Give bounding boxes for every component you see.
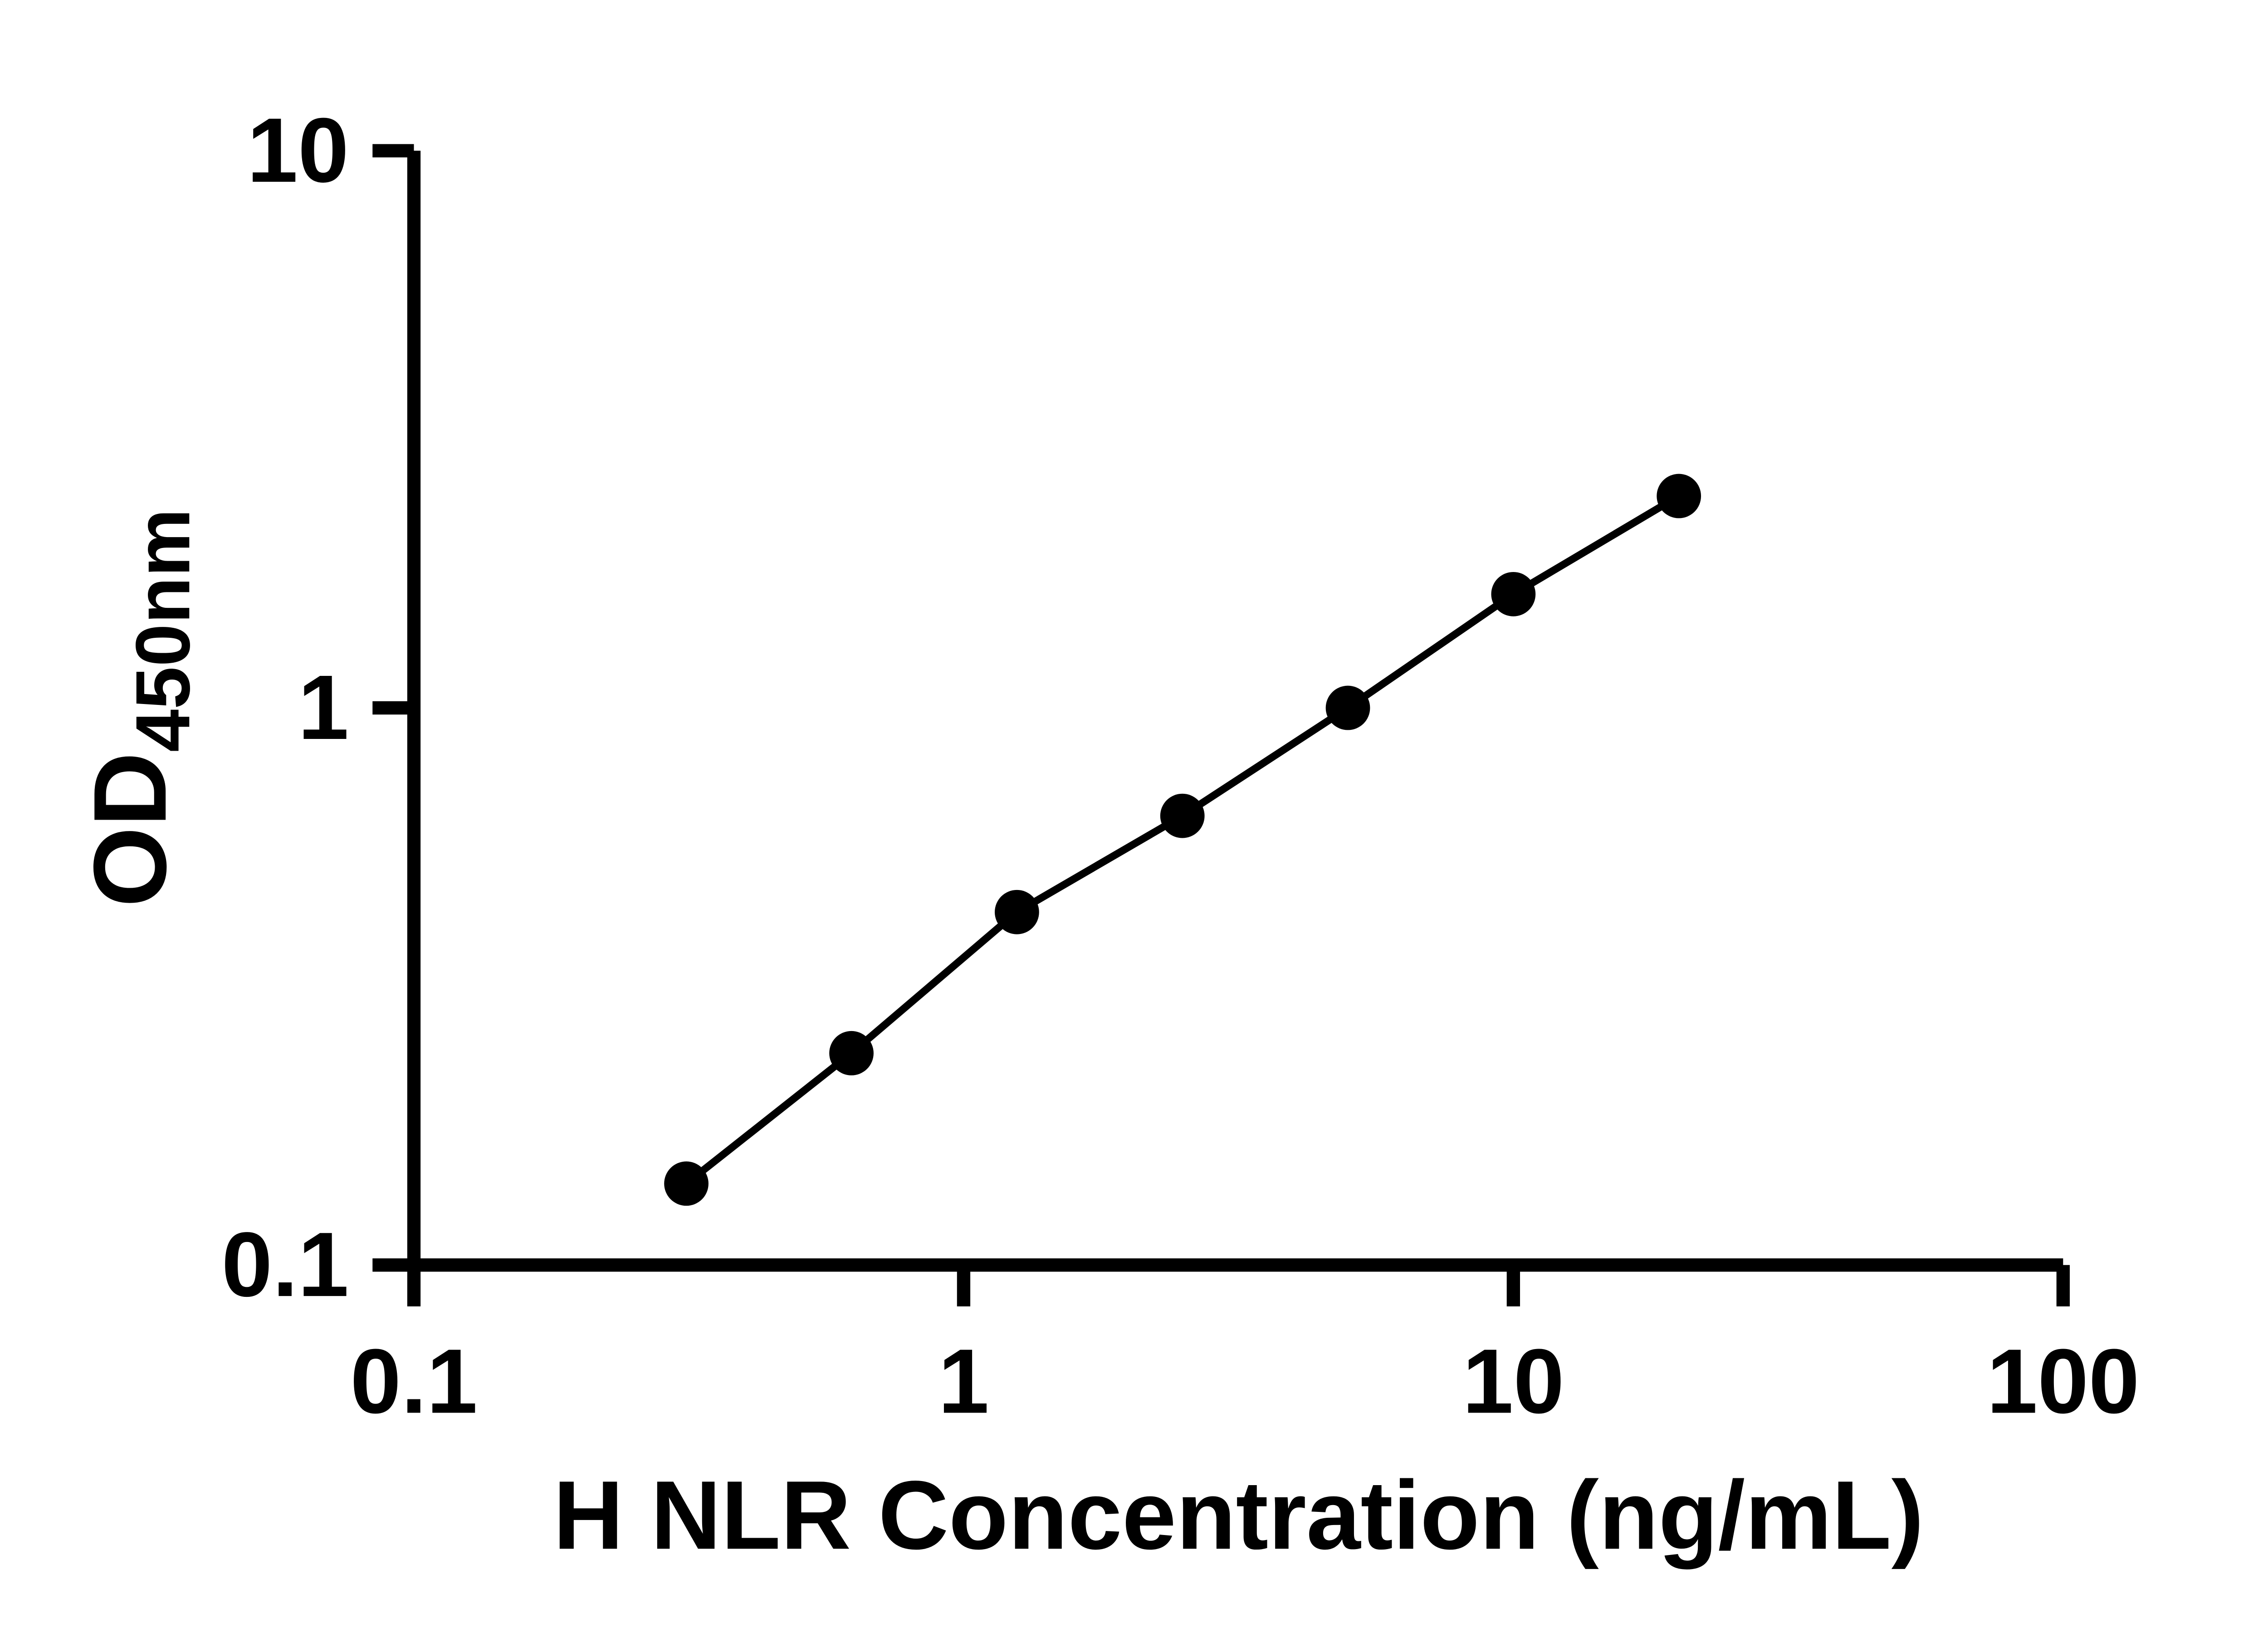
data-point-marker <box>1491 572 1536 616</box>
y-tick-label: 0.1 <box>221 1213 349 1315</box>
svg-text:OD450nm: OD450nm <box>73 508 205 907</box>
data-point-marker <box>1657 474 1701 518</box>
x-tick-label: 0.1 <box>350 1330 478 1433</box>
data-point-marker <box>1160 793 1205 838</box>
data-point-marker <box>829 1031 874 1076</box>
y-tick-label: 10 <box>247 99 349 201</box>
plot-area: 0.1 1 10 100 0.1 1 10 <box>221 99 2139 1433</box>
y-axis-title-subscript: 450nm <box>120 508 205 752</box>
data-point-marker <box>664 1161 709 1206</box>
data-point-marker <box>995 890 1039 934</box>
y-tick-label: 1 <box>298 656 349 758</box>
data-point-marker <box>1325 685 1370 730</box>
x-axis-title: H NLR Concentration (ng/mL) <box>553 1460 1924 1569</box>
y-axis-title: OD450nm <box>73 508 205 907</box>
y-axis-title-main: OD <box>73 752 188 907</box>
x-tick-label: 1 <box>938 1330 989 1433</box>
axes-spine <box>407 151 2063 1272</box>
x-tick-label: 10 <box>1462 1330 1564 1433</box>
x-tick-label: 100 <box>1987 1330 2140 1433</box>
